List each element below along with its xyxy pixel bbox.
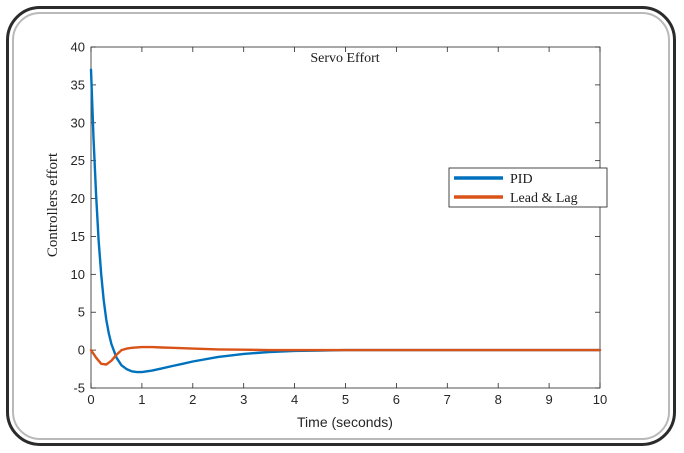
legend-box <box>448 167 608 208</box>
y-tick-label: 15 <box>71 229 85 244</box>
series-layer <box>89 68 602 374</box>
y-tick-label: 0 <box>78 343 85 358</box>
x-tick-label: 2 <box>189 392 196 407</box>
inner-frame <box>12 12 670 440</box>
plot-frame <box>90 46 601 389</box>
x-tick-label: 9 <box>545 392 552 407</box>
series-line-pid <box>89 68 602 374</box>
x-tick-label: 7 <box>444 392 451 407</box>
outer-frame <box>6 6 676 446</box>
plot-area <box>90 46 601 389</box>
x-tick-label: 4 <box>291 392 298 407</box>
y-tick-label: 30 <box>71 115 85 130</box>
x-tick-label: 8 <box>495 392 502 407</box>
y-tick-label: 20 <box>71 191 85 206</box>
legend-label-pid: PID <box>510 172 533 187</box>
x-tick-label: 6 <box>393 392 400 407</box>
chart-title: Servo Effort <box>310 51 379 66</box>
y-axis-ticks: -5 0 5 10 15 20 25 30 35 40 <box>71 40 600 396</box>
x-axis-label: Time (seconds) <box>297 414 393 430</box>
y-tick-label: 25 <box>71 153 85 168</box>
y-tick-label: 40 <box>71 40 85 55</box>
y-tick-label: 10 <box>71 267 85 282</box>
legend: PID Lead & Lag <box>448 167 608 208</box>
y-tick-label: 35 <box>71 77 85 92</box>
y-tick-label: 5 <box>78 305 85 320</box>
series-line-lead-lag <box>89 345 602 366</box>
x-tick-label: 0 <box>87 392 94 407</box>
x-axis-ticks: 0 1 2 3 4 5 6 7 8 9 10 <box>87 47 607 407</box>
x-tick-label: 1 <box>138 392 145 407</box>
x-tick-label: 3 <box>240 392 247 407</box>
y-tick-label: -5 <box>73 381 85 396</box>
legend-label-lead-lag: Lead & Lag <box>510 191 578 206</box>
x-tick-label: 5 <box>342 392 349 407</box>
y-axis-label: Controllers effort <box>45 152 61 257</box>
x-tick-label: 10 <box>593 392 607 407</box>
